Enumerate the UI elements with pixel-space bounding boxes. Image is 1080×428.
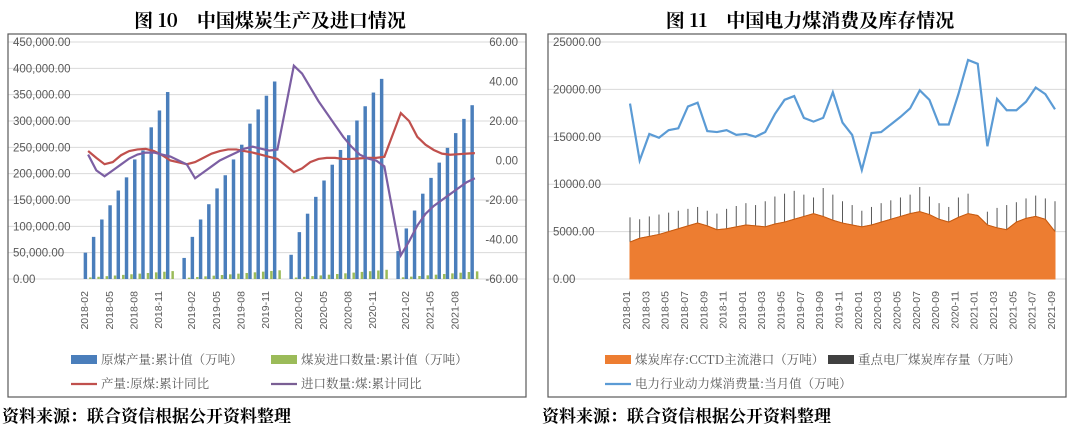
svg-text:-60.00: -60.00 <box>485 274 518 286</box>
svg-text:2020-05: 2020-05 <box>891 291 903 330</box>
svg-text:2018-05: 2018-05 <box>660 291 672 330</box>
svg-text:煤炭库存:CCTD主流港口（万吨）: 煤炭库存:CCTD主流港口（万吨） <box>635 350 824 368</box>
svg-text:2019-07: 2019-07 <box>795 291 807 330</box>
svg-text:10000.00: 10000.00 <box>553 179 601 191</box>
svg-text:产量:原煤:累计同比: 产量:原煤:累计同比 <box>101 374 210 392</box>
svg-text:2020-08: 2020-08 <box>342 291 354 330</box>
svg-text:2018-09: 2018-09 <box>698 291 710 330</box>
svg-text:-40.00: -40.00 <box>485 235 518 247</box>
svg-text:20.00: 20.00 <box>489 116 518 128</box>
svg-text:-20.00: -20.00 <box>485 195 518 207</box>
svg-text:20000.00: 20000.00 <box>553 84 601 96</box>
svg-text:0.00: 0.00 <box>496 156 518 168</box>
svg-text:2019-05: 2019-05 <box>211 291 223 330</box>
svg-text:0.00: 0.00 <box>13 274 35 286</box>
svg-text:450,000.00: 450,000.00 <box>13 37 71 49</box>
svg-text:2020-03: 2020-03 <box>872 291 884 330</box>
svg-text:电力行业动力煤消费量:当月值（万吨）: 电力行业动力煤消费量:当月值（万吨） <box>635 374 852 392</box>
svg-text:2020-09: 2020-09 <box>930 291 942 330</box>
svg-text:2021-08: 2021-08 <box>449 291 461 330</box>
svg-text:200,000.00: 200,000.00 <box>13 169 71 181</box>
svg-text:2018-03: 2018-03 <box>640 291 652 330</box>
svg-text:2019-01: 2019-01 <box>737 291 749 330</box>
svg-text:2021-02: 2021-02 <box>400 291 412 330</box>
svg-text:250,000.00: 250,000.00 <box>13 142 71 154</box>
svg-text:2019-11: 2019-11 <box>260 291 272 329</box>
svg-text:2019-05: 2019-05 <box>776 291 788 330</box>
svg-text:2020-01: 2020-01 <box>853 291 865 330</box>
svg-text:400,000.00: 400,000.00 <box>13 63 71 75</box>
svg-text:2021-05: 2021-05 <box>1007 291 1019 330</box>
svg-text:2020-11: 2020-11 <box>949 291 961 329</box>
svg-text:100,000.00: 100,000.00 <box>13 221 71 233</box>
svg-text:2019-11: 2019-11 <box>834 291 846 329</box>
svg-text:300,000.00: 300,000.00 <box>13 116 71 128</box>
svg-text:2021-03: 2021-03 <box>988 291 1000 330</box>
svg-text:2021-07: 2021-07 <box>1027 291 1039 330</box>
svg-text:2020-07: 2020-07 <box>911 291 923 330</box>
svg-text:2019-02: 2019-02 <box>186 291 198 330</box>
svg-text:2020-05: 2020-05 <box>318 291 330 330</box>
svg-text:2021-05: 2021-05 <box>425 291 437 330</box>
svg-text:2021-01: 2021-01 <box>969 291 981 330</box>
svg-text:2018-08: 2018-08 <box>128 291 140 330</box>
svg-text:350,000.00: 350,000.00 <box>13 90 71 102</box>
svg-text:2018-11: 2018-11 <box>153 291 165 329</box>
svg-text:煤炭进口数量:累计值（万吨）: 煤炭进口数量:累计值（万吨） <box>301 350 468 368</box>
svg-text:2018-02: 2018-02 <box>79 291 91 330</box>
svg-text:2019-08: 2019-08 <box>235 291 247 330</box>
svg-text:2019-03: 2019-03 <box>756 291 768 330</box>
svg-text:2020-02: 2020-02 <box>293 291 305 330</box>
svg-text:2018-05: 2018-05 <box>104 291 116 330</box>
svg-text:50,000.00: 50,000.00 <box>13 248 64 260</box>
svg-text:0.00: 0.00 <box>553 274 575 286</box>
svg-text:40.00: 40.00 <box>489 77 518 89</box>
svg-text:25000.00: 25000.00 <box>553 37 601 49</box>
svg-text:60.00: 60.00 <box>489 37 518 49</box>
svg-text:进口数量:煤:累计同比: 进口数量:煤:累计同比 <box>301 374 422 392</box>
svg-text:5000.00: 5000.00 <box>553 227 595 239</box>
svg-text:150,000.00: 150,000.00 <box>13 195 71 207</box>
svg-text:2018-07: 2018-07 <box>679 291 691 330</box>
svg-text:原煤产量:累计值（万吨）: 原煤产量:累计值（万吨） <box>101 350 243 368</box>
svg-text:重点电厂煤炭库存量（万吨）: 重点电厂煤炭库存量（万吨） <box>858 350 1021 368</box>
svg-text:15000.00: 15000.00 <box>553 132 601 144</box>
svg-text:2021-09: 2021-09 <box>1046 291 1058 330</box>
svg-text:2018-11: 2018-11 <box>718 291 730 329</box>
svg-text:2019-09: 2019-09 <box>814 291 826 330</box>
svg-text:2018-01: 2018-01 <box>621 291 633 330</box>
svg-text:2020-11: 2020-11 <box>367 291 379 329</box>
